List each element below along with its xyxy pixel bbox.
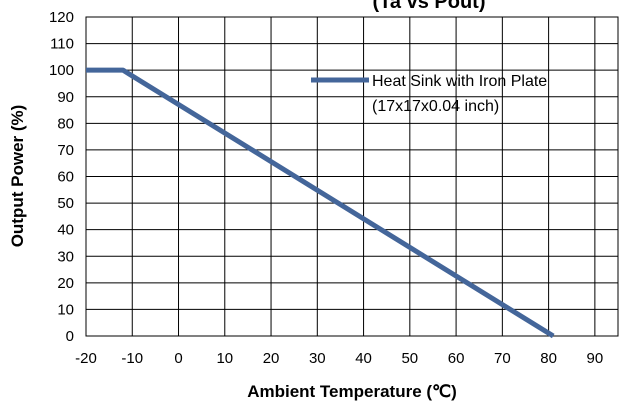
x-tick-label: -10 xyxy=(121,350,143,367)
x-tick-label: 60 xyxy=(448,350,465,367)
y-tick-label: 20 xyxy=(57,275,74,292)
y-tick-label: 40 xyxy=(57,222,74,239)
y-tick-label: 50 xyxy=(57,195,74,212)
y-tick-label: 120 xyxy=(49,9,74,26)
x-tick-label: 50 xyxy=(401,350,418,367)
series-line xyxy=(86,67,555,339)
y-tick-label: 30 xyxy=(57,248,74,265)
y-tick-label: 0 xyxy=(66,328,74,345)
gridlines xyxy=(86,17,618,336)
axis-ticks: 0 10 20 30 40 50 60 70 80 90 100 110 120 -20 -10 0 10 20 3… xyxy=(49,9,603,367)
legend-label: (17x17x0.04 inch) xyxy=(372,98,499,115)
y-axis-title: Output Power (%) xyxy=(8,105,27,248)
x-tick-label: -20 xyxy=(75,350,97,367)
chart-title: (Ta vs Pout) xyxy=(373,0,486,13)
x-tick-label: 20 xyxy=(263,350,280,367)
y-tick-label: 70 xyxy=(57,142,74,159)
y-tick-label: 90 xyxy=(57,89,74,106)
y-tick-label: 80 xyxy=(57,115,74,132)
x-tick-label: 0 xyxy=(174,350,182,367)
series-layer xyxy=(86,67,555,339)
y-tick-label: 10 xyxy=(57,301,74,318)
legend: Heat Sink with Iron Plate (17x17x0.04 inc… xyxy=(311,73,547,115)
y-tick-label: 100 xyxy=(49,62,74,79)
x-tick-label: 80 xyxy=(540,350,557,367)
plot-area xyxy=(85,16,619,337)
legend-label: Heat Sink with Iron Plate xyxy=(372,73,547,90)
y-tick-label: 110 xyxy=(50,36,74,53)
x-tick-label: 10 xyxy=(216,350,233,367)
x-axis-title: Ambient Temperature (℃) xyxy=(247,382,457,401)
x-tick-label: 30 xyxy=(309,350,326,367)
x-tick-label: 70 xyxy=(494,350,511,367)
x-tick-label: 90 xyxy=(587,350,604,367)
y-tick-label: 60 xyxy=(57,169,74,186)
x-tick-label: 40 xyxy=(355,350,372,367)
